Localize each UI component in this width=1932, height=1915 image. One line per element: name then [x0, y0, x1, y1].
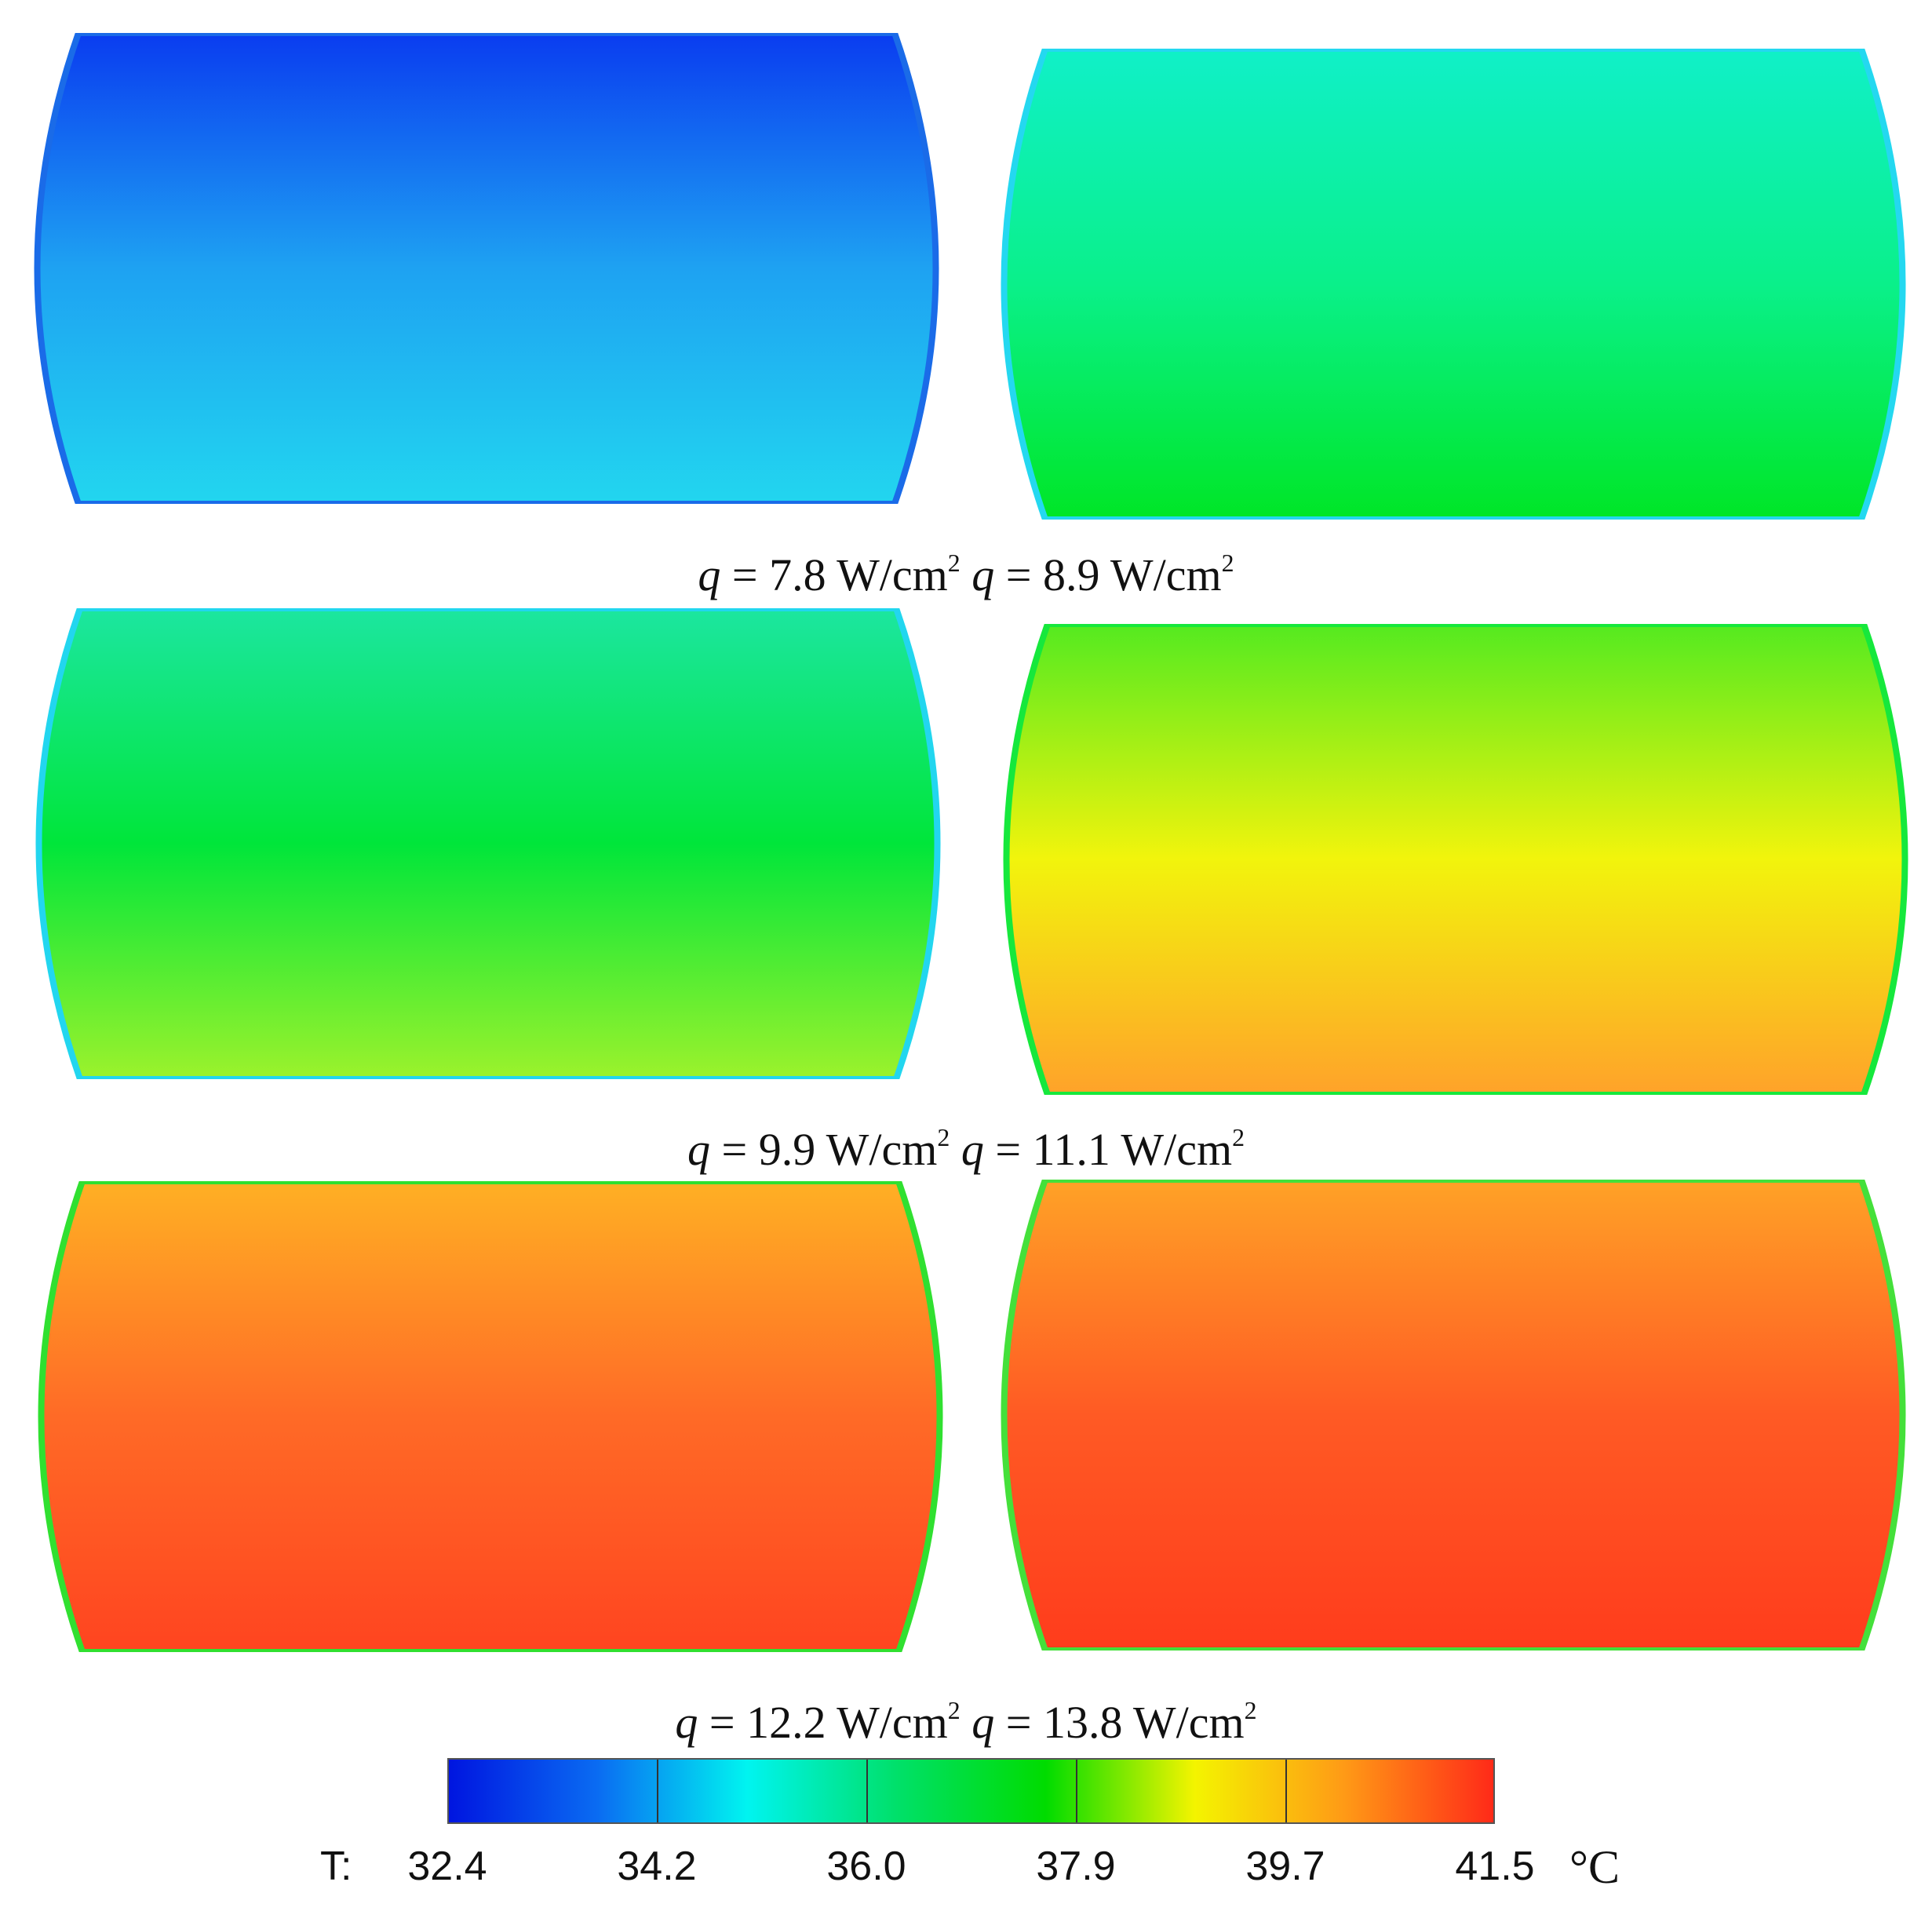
- colorbar-tick-label: 41.5: [1455, 1844, 1535, 1889]
- colorbar-tick-line: [1285, 1760, 1287, 1822]
- q-exponent: 2: [1221, 549, 1234, 577]
- caption-row-2: q = 9.9 W/cm2 q = 11.1 W/cm2: [0, 1125, 1932, 1173]
- thermal-map: [35, 608, 941, 1079]
- q-value: = 9.9 W/cm: [721, 1123, 938, 1175]
- colorbar-tick-label: 32.4: [407, 1844, 487, 1889]
- thermal-image-q-7-8: [24, 33, 950, 504]
- q-symbol: q: [971, 1696, 995, 1748]
- colorbar-tick-line: [657, 1760, 658, 1822]
- caption-row-3: q = 12.2 W/cm2 q = 13.8 W/cm2: [0, 1698, 1932, 1745]
- thermal-map: [1001, 49, 1906, 520]
- thermal-image-q-9-9: [25, 608, 951, 1079]
- thermal-image-q-11-1: [993, 624, 1919, 1095]
- q-exponent: 2: [947, 1697, 961, 1724]
- q-symbol: q: [698, 549, 721, 600]
- colorbar-label: T:: [320, 1844, 352, 1889]
- thermal-image-q-13-8: [990, 1180, 1916, 1651]
- temperature-colorbar: [447, 1758, 1495, 1824]
- q-exponent: 2: [947, 549, 961, 577]
- colorbar-tick-label: 39.7: [1245, 1844, 1325, 1889]
- thermal-image-q-12-2: [27, 1181, 953, 1652]
- colorbar-tick-line: [866, 1760, 868, 1822]
- q-value: = 11.1 W/cm: [995, 1123, 1233, 1175]
- q-value: = 13.8 W/cm: [1005, 1696, 1245, 1748]
- q-symbol: q: [961, 1123, 984, 1175]
- colorbar-tick-label: 34.2: [617, 1844, 697, 1889]
- thermal-map: [34, 33, 939, 504]
- q-value: = 12.2 W/cm: [709, 1696, 948, 1748]
- q-symbol: q: [687, 1123, 710, 1175]
- colorbar-tick-label: 36.0: [826, 1844, 906, 1889]
- caption-row-1: q = 7.8 W/cm2 q = 8.9 W/cm2: [0, 551, 1932, 598]
- colorbar-unit: °C: [1569, 1841, 1620, 1893]
- q-exponent: 2: [1244, 1697, 1257, 1724]
- thermal-map: [1001, 1180, 1906, 1651]
- thermal-image-q-8-9: [990, 49, 1916, 520]
- q-exponent: 2: [937, 1124, 950, 1151]
- q-value: = 8.9 W/cm: [1005, 549, 1222, 600]
- q-symbol: q: [675, 1696, 698, 1748]
- thermal-map: [1003, 624, 1908, 1095]
- colorbar-tick-line: [1076, 1760, 1077, 1822]
- colorbar-tick-label: 37.9: [1036, 1844, 1116, 1889]
- q-value: = 7.8 W/cm: [731, 549, 948, 600]
- q-exponent: 2: [1232, 1124, 1245, 1151]
- q-symbol: q: [971, 549, 995, 600]
- thermal-map: [38, 1181, 943, 1652]
